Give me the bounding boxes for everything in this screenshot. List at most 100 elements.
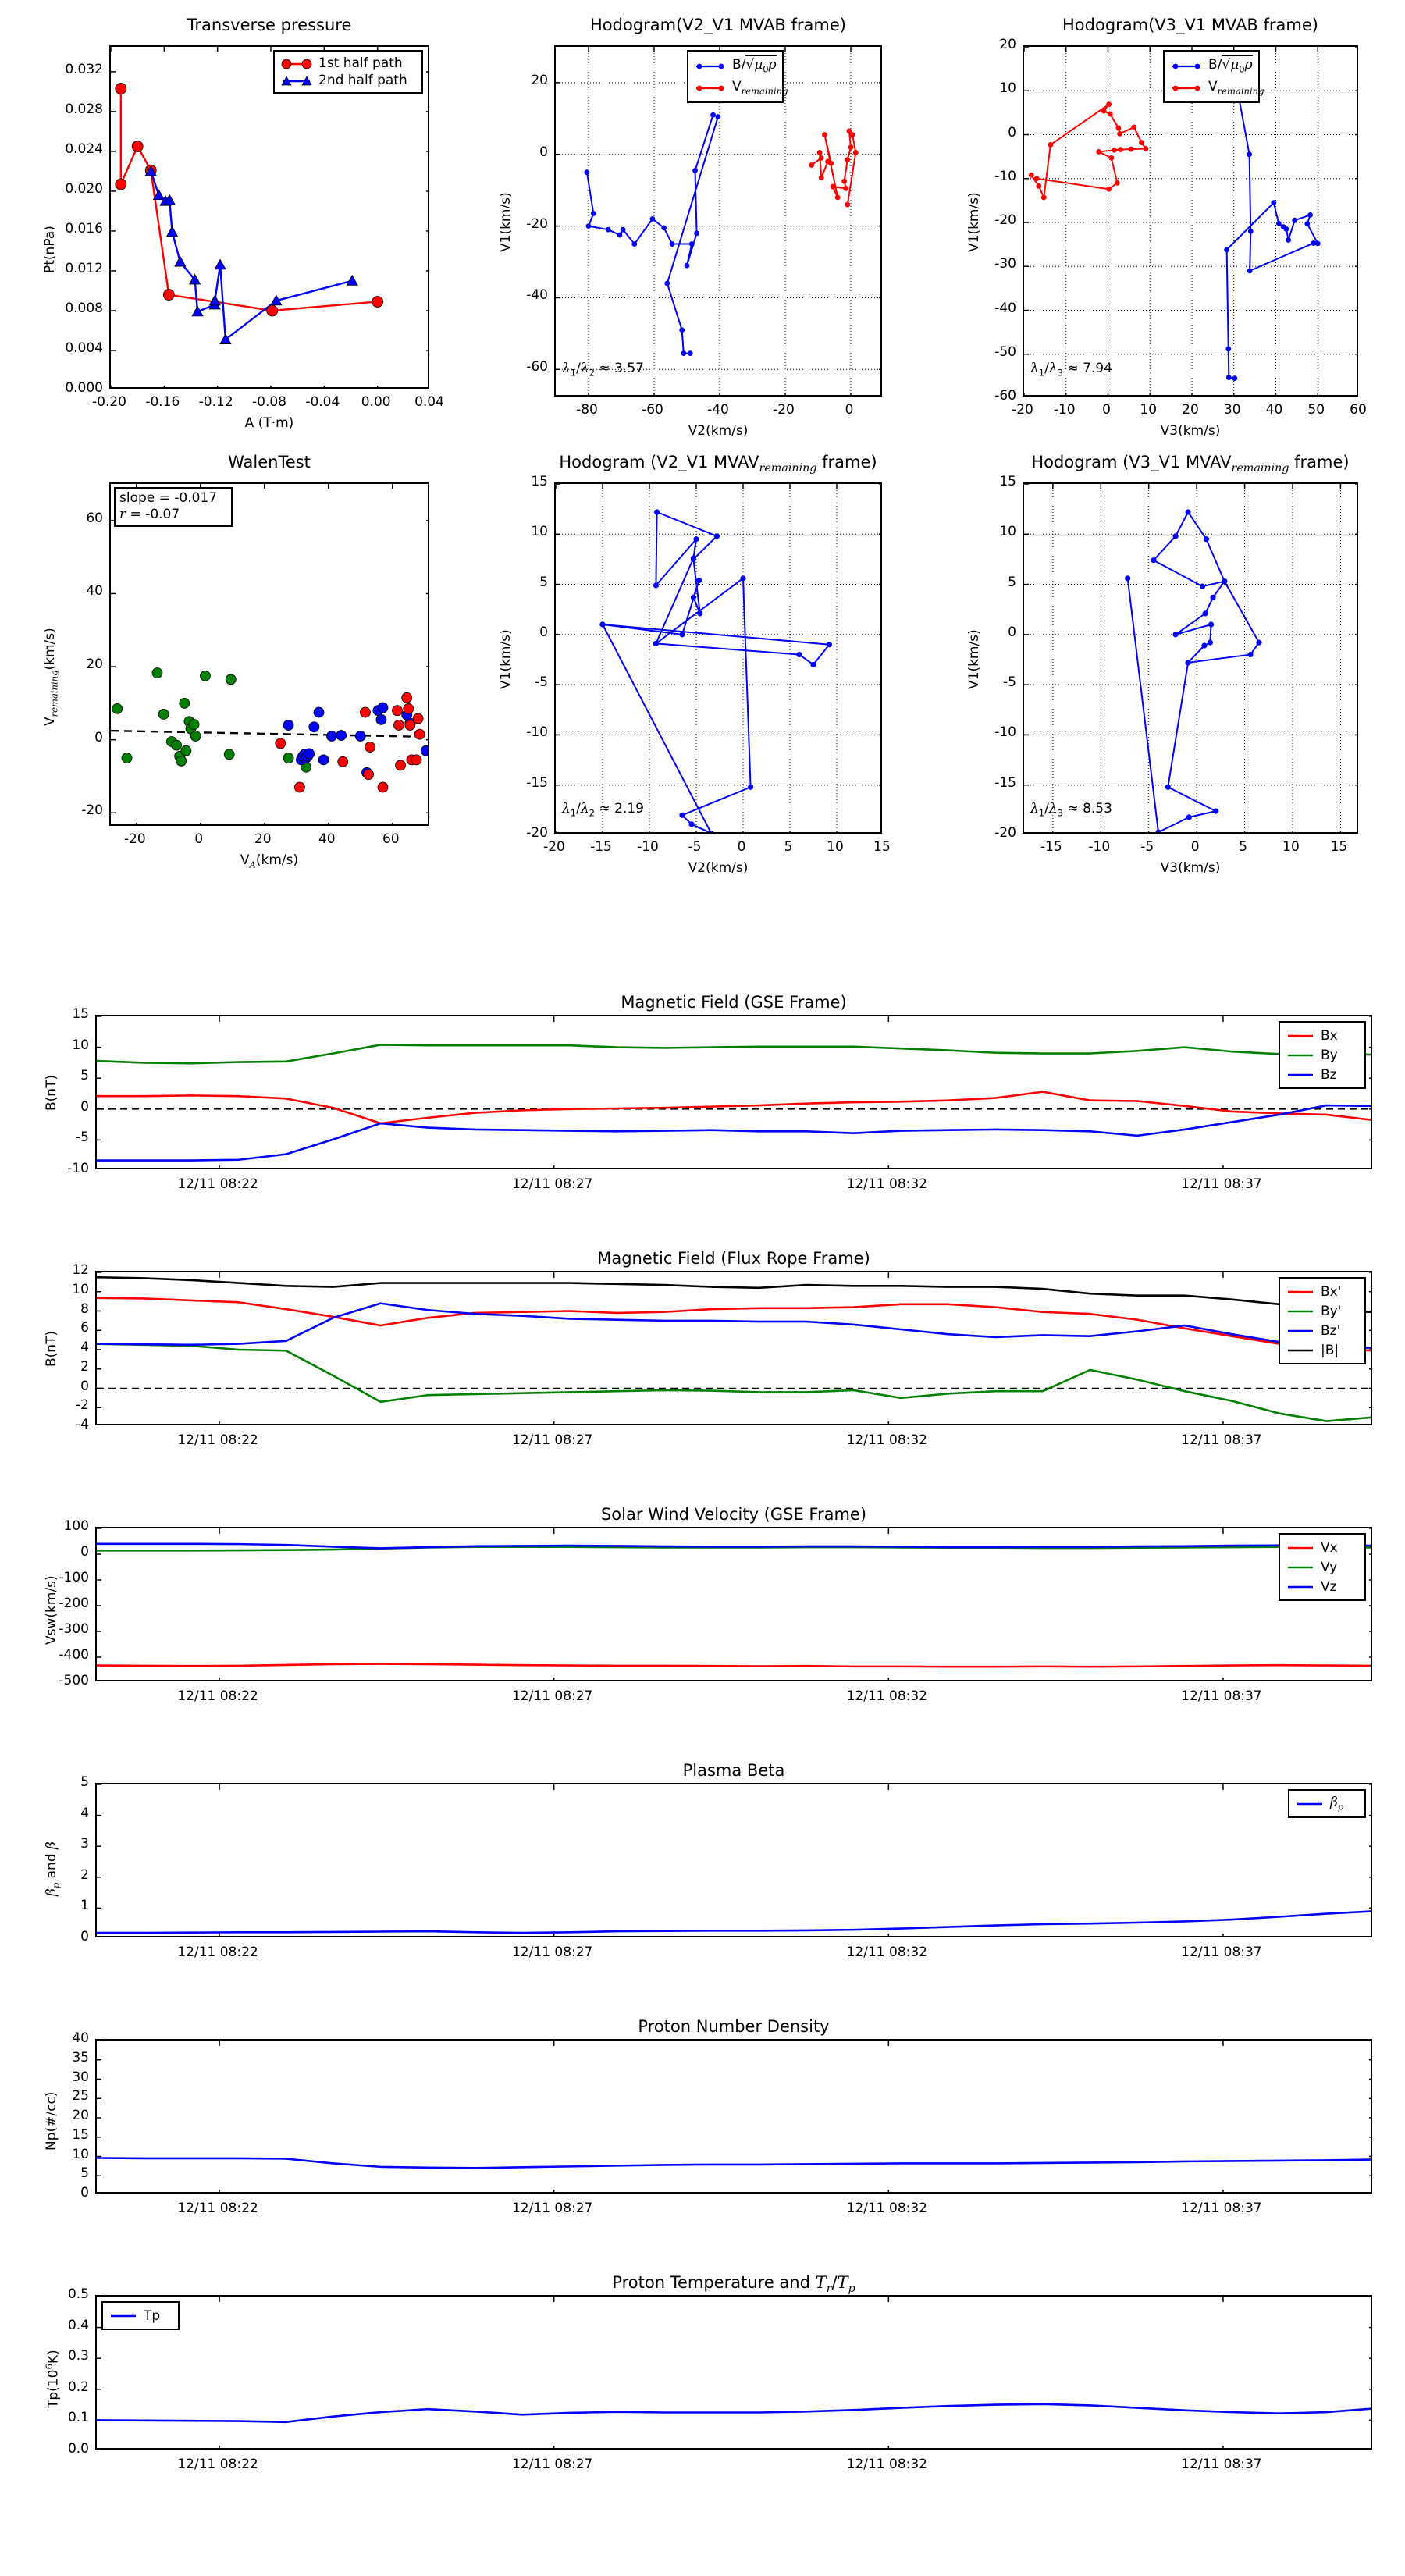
x-tick-label: -20 <box>1012 402 1033 418</box>
legend-swatch <box>1286 1345 1315 1356</box>
legend-item[interactable]: Vremaining <box>1170 76 1264 98</box>
plot-area-hodogram-v3v1-mvab <box>1023 45 1358 397</box>
x-tick-label: 12/11 08:37 <box>1181 2201 1262 2216</box>
y-tick-label: 10 <box>999 80 1016 97</box>
x-tick-label: -60 <box>642 402 663 418</box>
legend-item[interactable]: Tp <box>108 2306 173 2325</box>
x-tick-label: -80 <box>576 402 598 418</box>
panel-title: Hodogram (V3_V1 MVAVremaining frame) <box>1031 453 1350 475</box>
y-tick-label: 8 <box>80 1300 89 1317</box>
panel-proton-temperature: Proton Temperature and Tr/Tp 0.0 0.1 0.2 0.3… <box>23 2272 1389 2490</box>
y-tick-label: 0.024 <box>65 141 103 157</box>
legend-item[interactable]: Vy <box>1286 1557 1359 1577</box>
legend-item[interactable]: Vz <box>1286 1577 1359 1596</box>
y-tick-label: 0.020 <box>65 180 103 197</box>
y-tick-label: 25 <box>72 2088 89 2105</box>
legend-item[interactable]: Bz' <box>1286 1321 1359 1340</box>
eigenvalue-ratio-annotation: λ1/λ3 ≈ 7.94 <box>1030 361 1112 379</box>
x-tick-label: 60 <box>382 831 400 847</box>
x-tick-label: 30 <box>1223 402 1241 418</box>
y-tick-label: 12 <box>72 1262 89 1278</box>
x-tick-label: 50 <box>1307 402 1325 418</box>
panel-walen-test: WalenTest -20 0 20 40 60 -20 0 20 40 60 VA(km/s) Vre… <box>16 453 453 874</box>
legend-item[interactable]: By <box>1286 1045 1359 1065</box>
legend-item[interactable]: B/√μ0ρ <box>694 55 777 76</box>
legend-label: Vremaining <box>1208 78 1264 97</box>
panel-magnetic-field-flux-rope: Magnetic Field (Flux Rope Frame) -4 -2 0 2 4 6… <box>23 1247 1389 1466</box>
panel-hodogram-v2v1-mvab: Hodogram(V2_V1 MVAB frame) -80 -60 -40 -20 0 -… <box>461 16 929 439</box>
x-tick-label: 40 <box>318 831 336 847</box>
x-tick-label: 5 <box>1239 839 1247 855</box>
legend-item[interactable]: 2nd half path <box>280 72 416 89</box>
y-tick-label: 15 <box>999 474 1016 489</box>
legend-item[interactable]: 1st half path <box>280 55 416 72</box>
x-tick-label: 12/11 08:37 <box>1181 1432 1262 1448</box>
legend-magnetic-field-gse[interactable]: Bx By Bz <box>1279 1021 1366 1089</box>
y-tick-label: -20 <box>81 802 103 819</box>
legend-swatch <box>108 2311 138 2322</box>
y-tick-label: -10 <box>526 724 548 741</box>
legend-item[interactable]: Bz <box>1286 1065 1359 1084</box>
y-tick-label: -10 <box>994 168 1016 184</box>
x-tick-label: 20 <box>254 831 272 847</box>
x-tick-label: -40 <box>707 402 729 418</box>
legend-label: B/√μ0ρ <box>1208 55 1253 75</box>
legend-item[interactable]: Vx <box>1286 1538 1359 1557</box>
legend-transverse[interactable]: 1st half path 2nd half path <box>273 50 423 94</box>
eigenvalue-ratio-annotation: λ1/λ2 ≈ 3.57 <box>562 361 644 379</box>
legend-hodogram[interactable]: B/√μ0ρ Vremaining <box>1163 50 1264 103</box>
legend-solar-wind-velocity[interactable]: Vx Vy Vz <box>1279 1533 1366 1601</box>
legend-hodogram[interactable]: B/√μ0ρ Vremaining <box>687 50 788 103</box>
y-tick-label: 35 <box>72 2049 89 2065</box>
legend-proton-temperature[interactable]: Tp <box>101 2301 180 2330</box>
panel-hodogram-v3v1-mvavrem: Hodogram (V3_V1 MVAVremaining frame) -15 -… <box>929 453 1397 876</box>
y-tick-label: 10 <box>72 1281 89 1297</box>
x-tick-label: 12/11 08:37 <box>1181 1944 1262 1960</box>
plot-area-proton-temperature <box>95 2295 1372 2450</box>
y-tick-label: 10 <box>531 524 548 540</box>
y-tick-label: -20 <box>994 825 1016 841</box>
x-tick-label: 10 <box>1282 839 1300 855</box>
legend-item[interactable]: |B| <box>1286 1340 1359 1360</box>
eigenvalue-ratio-annotation: λ1/λ2 ≈ 2.19 <box>562 801 644 819</box>
y-axis-label: Pt(nPa) <box>42 226 58 273</box>
legend-item[interactable]: Bx <box>1286 1026 1359 1045</box>
y-axis-label: V1(km/s) <box>966 192 982 252</box>
panel-magnetic-field-gse: Magnetic Field (GSE Frame) -10 -5 0 5 10 15 12/… <box>23 991 1389 1210</box>
y-axis-label: B(nT) <box>44 1330 59 1367</box>
legend-swatch <box>1170 60 1203 71</box>
legend-label: Vy <box>1321 1559 1338 1575</box>
legend-swatch <box>1286 1069 1315 1080</box>
legend-plasma-beta[interactable]: βp <box>1288 1789 1366 1818</box>
legend-item[interactable]: By' <box>1286 1301 1359 1321</box>
x-tick-label: 12/11 08:37 <box>1181 1176 1262 1192</box>
y-tick-label: 1 <box>80 1898 89 1914</box>
y-tick-label: -5 <box>535 674 548 691</box>
y-axis-label: V1(km/s) <box>498 629 514 689</box>
y-tick-label: 0 <box>1008 124 1016 141</box>
legend-swatch <box>1170 82 1203 93</box>
x-tick-label: 10 <box>1140 402 1158 418</box>
y-tick-label: 5 <box>80 1068 89 1084</box>
legend-item[interactable]: Bx' <box>1286 1282 1359 1301</box>
x-tick-label: 12/11 08:32 <box>846 1176 927 1192</box>
y-tick-label: 2 <box>80 1358 89 1375</box>
legend-item[interactable]: βp <box>1295 1794 1359 1813</box>
legend-item[interactable]: Vremaining <box>694 76 788 98</box>
panel-solar-wind-velocity: Solar Wind Velocity (GSE Frame) -500 -400 -… <box>23 1503 1389 1722</box>
x-tick-label: -10 <box>637 839 659 855</box>
legend-swatch <box>1286 1542 1315 1553</box>
x-tick-label: 12/11 08:27 <box>511 1944 593 1960</box>
x-axis-label: VA(km/s) <box>240 852 299 870</box>
legend-item[interactable]: B/√μ0ρ <box>1170 55 1253 76</box>
slope-label: slope = -0.017 <box>119 490 218 506</box>
legend-magnetic-field-flux-rope[interactable]: Bx' By' Bz' |B| <box>1279 1277 1366 1364</box>
y-tick-label: -5 <box>1003 674 1016 691</box>
plot-area-plasma-beta <box>95 1783 1372 1937</box>
y-tick-label: -20 <box>994 212 1016 228</box>
y-tick-label: 0.016 <box>65 220 103 237</box>
x-tick-label: 12/11 08:27 <box>511 2457 593 2472</box>
y-axis-label: Tp(106K) <box>44 2350 62 2408</box>
panel-title: Magnetic Field (GSE Frame) <box>621 993 847 1012</box>
